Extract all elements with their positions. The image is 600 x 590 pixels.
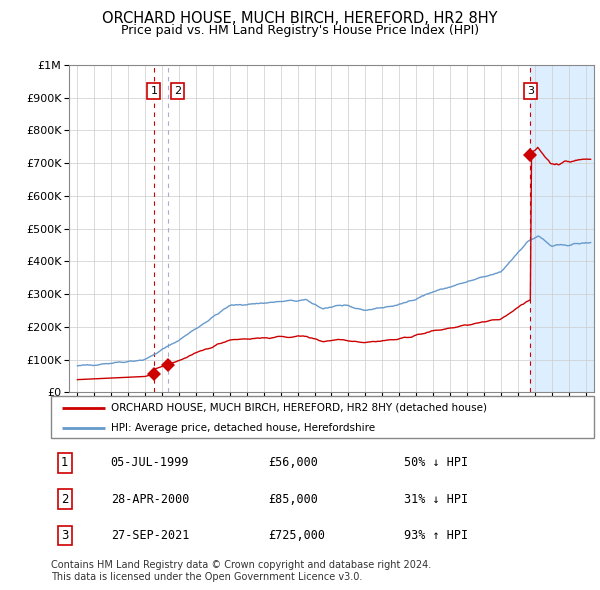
Text: £85,000: £85,000: [268, 493, 318, 506]
Text: Contains HM Land Registry data © Crown copyright and database right 2024.
This d: Contains HM Land Registry data © Crown c…: [51, 560, 431, 582]
Text: 1: 1: [61, 457, 68, 470]
Bar: [530, 65, 594, 392]
Text: ORCHARD HOUSE, MUCH BIRCH, HEREFORD, HR2 8HY: ORCHARD HOUSE, MUCH BIRCH, HEREFORD, HR2…: [102, 11, 498, 25]
Text: 2: 2: [174, 86, 181, 96]
Text: 05-JUL-1999: 05-JUL-1999: [111, 457, 189, 470]
Text: 31% ↓ HPI: 31% ↓ HPI: [404, 493, 468, 506]
FancyBboxPatch shape: [51, 396, 594, 438]
Text: ORCHARD HOUSE, MUCH BIRCH, HEREFORD, HR2 8HY (detached house): ORCHARD HOUSE, MUCH BIRCH, HEREFORD, HR2…: [111, 403, 487, 413]
Text: 27-SEP-2021: 27-SEP-2021: [111, 529, 189, 542]
Text: 1: 1: [151, 86, 157, 96]
Text: 3: 3: [61, 529, 68, 542]
Text: £725,000: £725,000: [268, 529, 325, 542]
Text: HPI: Average price, detached house, Herefordshire: HPI: Average price, detached house, Here…: [111, 423, 375, 432]
Text: £56,000: £56,000: [268, 457, 318, 470]
Text: 93% ↑ HPI: 93% ↑ HPI: [404, 529, 468, 542]
Text: 50% ↓ HPI: 50% ↓ HPI: [404, 457, 468, 470]
Text: 3: 3: [527, 86, 534, 96]
Text: 2: 2: [61, 493, 68, 506]
Text: 28-APR-2000: 28-APR-2000: [111, 493, 189, 506]
Text: Price paid vs. HM Land Registry's House Price Index (HPI): Price paid vs. HM Land Registry's House …: [121, 24, 479, 37]
